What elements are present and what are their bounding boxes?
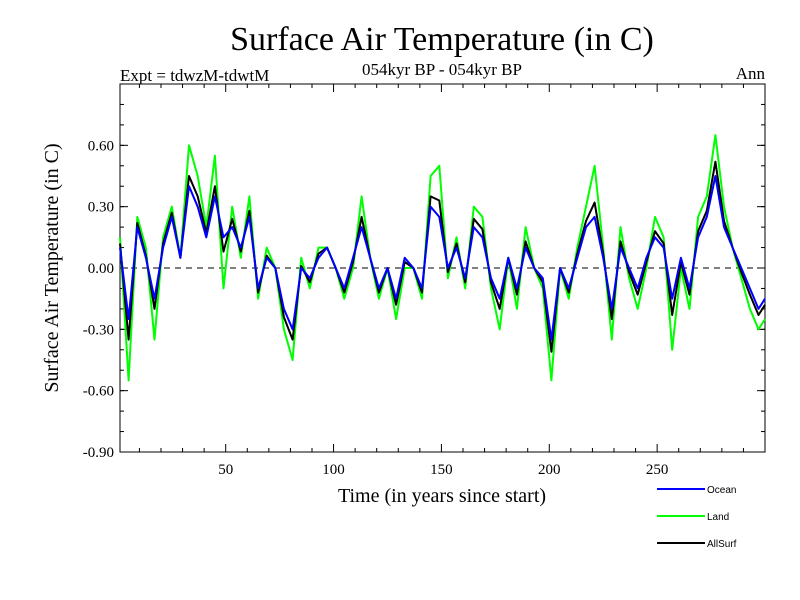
- x-tick-label: 250: [646, 462, 669, 478]
- y-tick-label: 0.30: [88, 200, 114, 216]
- y-tick-label: -0.60: [83, 384, 114, 400]
- experiment-label: Expt = tdwzM-tdwtM: [120, 66, 269, 85]
- chart-subtitle: 054kyr BP - 054kyr BP: [362, 60, 522, 79]
- series-line-land: [119, 134, 766, 382]
- legend-label-allsurf: AllSurf: [707, 539, 737, 550]
- series-line-ocean: [119, 175, 766, 341]
- y-tick-label: -0.90: [83, 445, 114, 461]
- x-axis-label: Time (in years since start): [338, 485, 546, 507]
- x-tick-label: 100: [322, 462, 345, 478]
- series-line-allsurf: [119, 160, 766, 353]
- chart-title: Surface Air Temperature (in C): [230, 21, 654, 58]
- legend-label-land: Land: [707, 512, 729, 523]
- x-tick-label: 150: [430, 462, 453, 478]
- legend: Ocean Land AllSurf: [657, 485, 737, 550]
- legend-label-ocean: Ocean: [707, 485, 736, 496]
- plot-area: 50 100 150 200 250 -0.90 -0.60 -0.30 0.00 0.30 0.6…: [83, 83, 766, 478]
- y-axis-label: Surface Air Temperature (in C): [41, 143, 63, 392]
- x-tick-label: 200: [538, 462, 561, 478]
- y-tick-label: -0.30: [83, 322, 114, 338]
- period-label: Ann: [736, 64, 766, 83]
- x-tick-label: 50: [218, 462, 233, 478]
- y-tick-label: 0.60: [88, 138, 114, 154]
- y-tick-label: 0.00: [88, 261, 114, 277]
